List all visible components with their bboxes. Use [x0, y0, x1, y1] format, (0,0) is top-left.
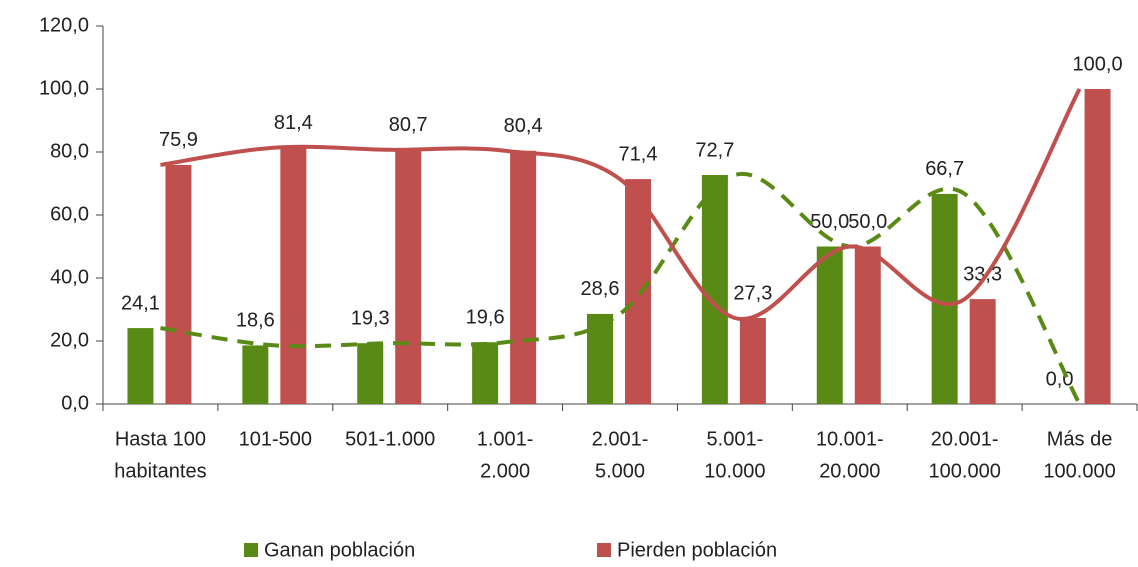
data-label: 27,3	[733, 282, 772, 304]
bar	[510, 150, 537, 404]
bar	[472, 342, 499, 404]
x-tick-label: 5.001-	[707, 428, 764, 450]
data-label: 72,7	[695, 139, 734, 161]
bar	[739, 318, 766, 404]
bar	[969, 299, 996, 404]
data-label: 100,0	[1073, 53, 1123, 75]
bar	[127, 328, 154, 404]
x-tick-label: 2.000	[480, 460, 530, 482]
data-label: 66,7	[925, 158, 964, 180]
x-tick-label: 20.001-	[931, 428, 999, 450]
bar	[1084, 89, 1111, 404]
x-tick-label: 100.000	[929, 460, 1001, 482]
data-label: 24,1	[121, 292, 160, 314]
bar	[280, 147, 307, 404]
y-tick-label: 20,0	[50, 329, 89, 351]
legend-label: Ganan población	[264, 539, 415, 561]
x-tick-label: 20.000	[819, 460, 880, 482]
bar	[357, 343, 384, 404]
x-tick-label: 101-500	[239, 428, 312, 450]
trend-line	[160, 88, 1082, 322]
bar	[816, 246, 843, 404]
y-tick-label: 120,0	[39, 14, 89, 36]
x-tick-label: 100.000	[1043, 460, 1115, 482]
y-tick-label: 100,0	[39, 77, 89, 99]
trend-line	[160, 171, 1082, 405]
x-tick-label: 2.001-	[592, 428, 649, 450]
bar	[931, 193, 958, 404]
x-tick-label: 10.001-	[816, 428, 884, 450]
y-tick-label: 80,0	[50, 140, 89, 162]
data-label: 50,0	[810, 211, 849, 233]
data-label: 50,0	[848, 211, 887, 233]
x-tick-label: habitantes	[114, 460, 206, 482]
data-label: 19,3	[351, 307, 390, 329]
data-label: 71,4	[619, 143, 658, 165]
data-label: 75,9	[159, 129, 198, 151]
legend-label: Pierden población	[617, 539, 777, 561]
y-tick-label: 60,0	[50, 203, 89, 225]
y-tick-label: 40,0	[50, 266, 89, 288]
bar	[587, 313, 613, 404]
bar	[395, 149, 422, 404]
data-label: 18,6	[236, 310, 275, 332]
data-label: 80,4	[504, 115, 543, 137]
bar	[165, 164, 192, 404]
x-tick-label: 501-1.000	[345, 428, 435, 450]
x-tick-label: Hasta 100	[115, 428, 206, 450]
x-tick-label: 1.001-	[477, 428, 534, 450]
x-tick-label: 5.000	[595, 460, 645, 482]
data-label: 28,6	[581, 278, 620, 300]
legend-swatch	[597, 543, 611, 557]
x-tick-label: Más de	[1047, 428, 1113, 450]
data-label: 0,0	[1046, 368, 1074, 390]
bar	[854, 246, 881, 404]
data-label: 81,4	[274, 112, 313, 134]
bar	[625, 179, 651, 404]
y-tick-label: 0,0	[61, 392, 89, 414]
x-tick-label: 10.000	[704, 460, 765, 482]
data-label: 80,7	[389, 114, 428, 136]
bar	[242, 345, 269, 404]
bar	[701, 174, 728, 404]
data-label: 19,6	[466, 307, 505, 329]
legend-swatch	[244, 543, 258, 557]
